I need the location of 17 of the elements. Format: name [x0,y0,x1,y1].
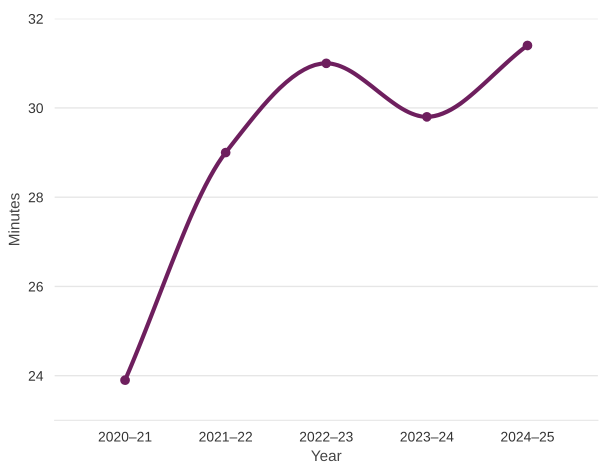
point [422,112,432,122]
point [120,375,130,385]
point [522,40,532,50]
y-tick-label: 30 [28,103,43,114]
x-tick-label: 2021–22 [199,432,252,442]
y-tick-label: 28 [28,192,43,202]
x-tick-label: 2024–25 [501,432,554,442]
point [220,148,231,158]
y-tick-label: 24 [28,371,44,381]
y-axis-title: Minutes [8,193,20,245]
y-tick-label: 32 [28,14,43,24]
x-tick-label: 2023–24 [400,432,454,442]
y-tick-label: 26 [28,282,43,292]
x-axis-title: Year [311,450,342,462]
x-tick-label: 2022–23 [300,432,353,442]
x-tick-label: 2020–21 [98,432,152,442]
point [321,58,332,68]
